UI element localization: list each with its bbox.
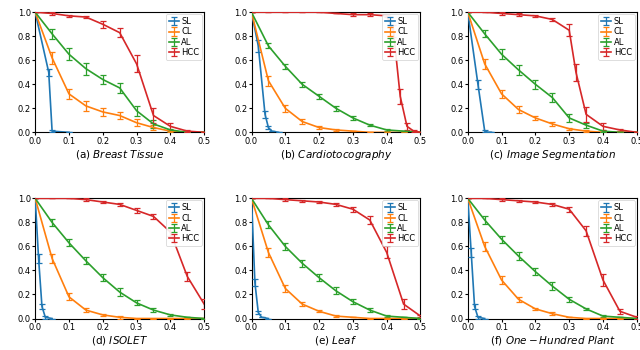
X-axis label: (e) $\it{Leaf}$: (e) $\it{Leaf}$: [314, 335, 358, 348]
X-axis label: (f) $\it{One-Hundred\ Plant}$: (f) $\it{One-Hundred\ Plant}$: [490, 335, 615, 348]
Legend: SL, CL, AL, HCC: SL, CL, AL, HCC: [382, 201, 419, 246]
Legend: SL, CL, AL, HCC: SL, CL, AL, HCC: [382, 14, 419, 60]
X-axis label: (a) $\it{Breast\ Tissue}$: (a) $\it{Breast\ Tissue}$: [75, 148, 164, 161]
Legend: SL, CL, AL, HCC: SL, CL, AL, HCC: [166, 14, 202, 60]
X-axis label: (d) $\it{ISOLET}$: (d) $\it{ISOLET}$: [91, 335, 148, 348]
Legend: SL, CL, AL, HCC: SL, CL, AL, HCC: [598, 14, 635, 60]
X-axis label: (b) $\it{Cardiotocography}$: (b) $\it{Cardiotocography}$: [280, 148, 392, 162]
Legend: SL, CL, AL, HCC: SL, CL, AL, HCC: [598, 201, 635, 246]
Legend: SL, CL, AL, HCC: SL, CL, AL, HCC: [166, 201, 202, 246]
X-axis label: (c) $\it{Image\ Segmentation}$: (c) $\it{Image\ Segmentation}$: [489, 148, 616, 162]
